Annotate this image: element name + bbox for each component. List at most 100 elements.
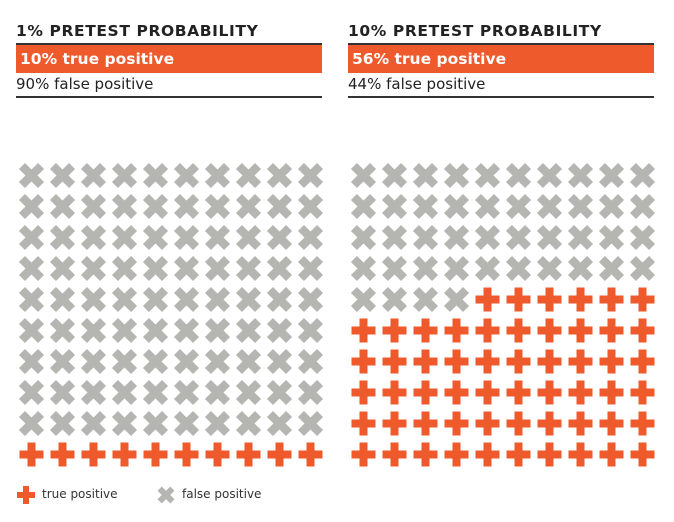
true-positive-plus [205,442,230,467]
false-positive-x [598,193,625,220]
true-positive-plus [382,442,407,467]
false-positive-x [266,286,293,313]
false-positive-x [629,193,656,220]
false-positive-x [505,162,532,189]
true-positive-plus [506,287,531,312]
false-positive-x [111,317,138,344]
false-positive-x [173,224,200,251]
true-positive-plus [630,287,655,312]
false-positive-x [381,193,408,220]
false-positive-x [111,286,138,313]
true-positive-plus [444,380,469,405]
true-positive-plus [351,380,376,405]
false-positive-x [567,162,594,189]
false-positive-x [381,255,408,282]
true-positive-plus [351,411,376,436]
false-positive-x [443,286,470,313]
waffle-grid [16,160,326,470]
false-positive-x [505,255,532,282]
false-positive-x [204,317,231,344]
panel-1pct: 1% PRETEST PROBABILITY 10% true positive… [16,22,324,467]
panel-10pct: 10% PRETEST PROBABILITY 56% true positiv… [348,22,656,467]
false-positive-x [297,286,324,313]
false-positive-x [111,255,138,282]
false-positive-x [49,224,76,251]
plus-icon [17,486,35,504]
false-positive-x [235,255,262,282]
false-positive-x [505,224,532,251]
false-positive-x [18,224,45,251]
false-positive-x [567,193,594,220]
false-positive-x [266,410,293,437]
true-positive-plus [444,411,469,436]
true-positive-label: 56% true positive [348,45,654,73]
true-positive-plus [568,442,593,467]
true-positive-plus [81,442,106,467]
false-positive-x [235,162,262,189]
false-positive-x [381,224,408,251]
true-positive-plus [351,318,376,343]
false-positive-x [49,286,76,313]
false-positive-x [173,193,200,220]
false-positive-x [381,286,408,313]
true-positive-plus [174,442,199,467]
true-positive-plus [413,380,438,405]
false-positive-x [18,379,45,406]
false-positive-x [18,162,45,189]
false-positive-x [111,348,138,375]
true-positive-plus [506,318,531,343]
true-positive-plus [537,411,562,436]
false-positive-x [350,193,377,220]
true-positive-plus [568,380,593,405]
waffle-svg [350,162,656,467]
false-positive-x [505,193,532,220]
false-positive-x [111,162,138,189]
false-positive-x [235,410,262,437]
false-positive-x [173,410,200,437]
false-positive-x [49,410,76,437]
true-positive-plus [50,442,75,467]
false-positive-x [18,317,45,344]
false-positive-x [49,255,76,282]
true-positive-plus [413,442,438,467]
false-positive-x [474,255,501,282]
false-positive-x [297,317,324,344]
false-positive-x [567,224,594,251]
false-positive-x [536,255,563,282]
true-positive-plus [537,380,562,405]
false-positive-x [80,379,107,406]
false-positive-x [111,379,138,406]
true-positive-plus [475,287,500,312]
false-positive-x [567,255,594,282]
false-positive-x [629,255,656,282]
true-positive-plus [599,380,624,405]
false-positive-x [111,193,138,220]
false-positive-x [266,317,293,344]
false-positive-x [173,162,200,189]
false-positive-x [266,224,293,251]
false-positive-x [80,193,107,220]
legend-true-label: true positive [42,487,118,501]
false-positive-x [80,255,107,282]
true-positive-plus [413,318,438,343]
false-positive-x [536,162,563,189]
true-positive-plus [537,287,562,312]
false-positive-x [629,224,656,251]
true-positive-plus [382,380,407,405]
false-positive-x [297,379,324,406]
false-positive-x [204,193,231,220]
false-positive-x [80,348,107,375]
false-positive-x [49,193,76,220]
false-positive-x [204,410,231,437]
true-positive-plus [444,318,469,343]
true-positive-plus [143,442,168,467]
false-positive-x [350,162,377,189]
true-positive-plus [599,318,624,343]
true-positive-plus [413,349,438,374]
false-positive-x [266,255,293,282]
false-positive-x [80,224,107,251]
true-positive-plus [630,411,655,436]
true-positive-plus [506,442,531,467]
false-positive-x [443,255,470,282]
false-positive-x [80,162,107,189]
